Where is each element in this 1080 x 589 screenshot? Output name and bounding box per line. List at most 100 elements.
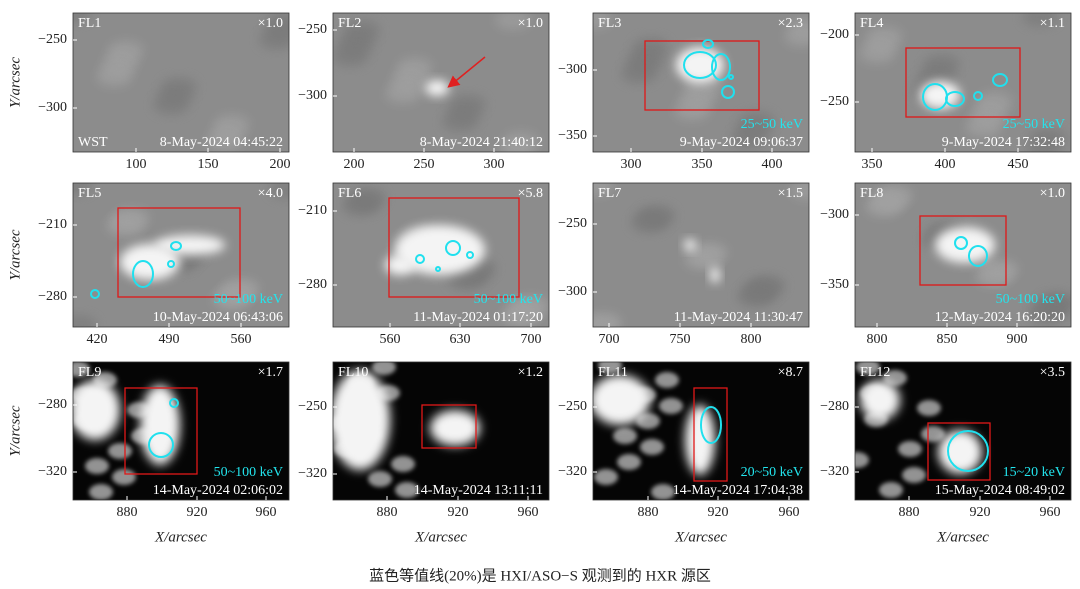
red-box (117, 207, 241, 298)
instrument: WST (78, 135, 108, 150)
timestamp: 14-May-2024 13:11:11 (414, 483, 543, 498)
bright-region (73, 380, 120, 440)
scale-factor: ×2.3 (778, 16, 803, 31)
bright-region (710, 267, 720, 283)
texture (731, 129, 767, 149)
x-tick-label: 960 (1040, 505, 1061, 520)
y-tick-label: −320 (558, 464, 587, 479)
texture (865, 197, 901, 217)
texture (593, 183, 614, 196)
texture (1026, 137, 1062, 152)
y-tick-label: −300 (298, 88, 327, 103)
texture (442, 112, 478, 132)
red-box (421, 404, 477, 449)
bright-region (920, 81, 960, 109)
y-tick-label: −250 (298, 399, 327, 414)
texture (73, 362, 90, 377)
bright-region (430, 410, 480, 446)
x-tick-label: 880 (117, 505, 138, 520)
y-tick-label: −250 (298, 22, 327, 37)
hxr-contour (148, 432, 174, 458)
bright-region (425, 80, 449, 96)
texture (674, 101, 710, 121)
frame (854, 182, 1072, 328)
x-tick-label: 920 (708, 505, 729, 520)
texture (855, 452, 869, 468)
x-tick-label: 960 (779, 505, 800, 520)
texture (965, 118, 1001, 138)
frame (854, 361, 1072, 501)
bright-region (938, 430, 982, 474)
timestamp: 11-May-2024 11:30:47 (674, 310, 803, 325)
bright-region (593, 375, 650, 425)
texture (621, 64, 657, 84)
texture (259, 30, 289, 50)
texture (651, 484, 675, 500)
timestamp: 8-May-2024 04:45:22 (160, 135, 283, 150)
image (333, 183, 549, 327)
x-tick-label: 880 (899, 505, 920, 520)
hxr-contour (954, 236, 968, 250)
panel-label: FL3 (598, 16, 621, 31)
panel-label: FL4 (860, 16, 883, 31)
x-axis-title: X/arcsec (154, 529, 207, 545)
panel: FL4 ×1.1 9-May-2024 17:32:48 25~50 keV 350 40… (820, 12, 1072, 172)
frame (592, 12, 810, 153)
texture (73, 183, 93, 195)
texture (1022, 13, 1058, 27)
x-tick-label: 400 (762, 157, 783, 172)
x-tick-label: 350 (692, 157, 713, 172)
bright-region (333, 370, 390, 470)
hxr-contour (415, 254, 425, 264)
image (593, 183, 809, 327)
panel: FL12 ×3.5 15-May-2024 08:49:02 15~20 keV 880… (820, 361, 1072, 545)
timestamp: 9-May-2024 09:06:37 (680, 135, 803, 150)
x-tick-label: 100 (126, 157, 147, 172)
scale-factor: ×1.1 (1040, 16, 1065, 31)
timestamp: 9-May-2024 17:32:48 (942, 135, 1065, 150)
red-box (388, 197, 520, 298)
x-tick-label: 400 (935, 157, 956, 172)
y-tick-label: −250 (820, 94, 849, 109)
texture (593, 13, 612, 29)
texture (631, 213, 667, 233)
x-tick-label: 900 (1007, 332, 1028, 347)
x-tick-label: 920 (448, 505, 469, 520)
y-axis-title: Y/arcsec (7, 229, 23, 280)
panel-label: FL1 (78, 16, 101, 31)
panel: FL5 ×4.0 10-May-2024 06:43:06 50~100 keV 420… (7, 182, 290, 347)
y-tick-label: −210 (38, 217, 67, 232)
panel: FL9 ×1.7 14-May-2024 02:06:02 50~100 keV 880… (7, 361, 290, 545)
frame (72, 361, 290, 501)
y-tick-label: −280 (820, 399, 849, 414)
timestamp: 10-May-2024 06:43:06 (153, 310, 283, 325)
texture (1028, 304, 1064, 324)
y-tick-label: −300 (558, 62, 587, 77)
panel-label: FL10 (338, 365, 368, 380)
texture (975, 267, 1011, 287)
bright-region (120, 244, 180, 280)
red-box (927, 422, 991, 481)
texture (108, 443, 132, 459)
texture (448, 270, 484, 290)
image (73, 183, 289, 327)
panel-label: FL5 (78, 186, 101, 201)
texture (395, 482, 419, 498)
panel-label: FL11 (598, 365, 628, 380)
hxr-contour (435, 266, 441, 272)
arrow (447, 56, 486, 88)
hxr-contour (992, 73, 1008, 87)
y-tick-label: −250 (38, 32, 67, 47)
texture (372, 362, 396, 375)
hxr-contour (721, 85, 735, 99)
texture (898, 441, 922, 457)
hxr-contour (968, 245, 988, 267)
x-tick-label: 800 (867, 332, 888, 347)
hxr-contour (700, 406, 722, 444)
energy-band: 20~50 keV (741, 465, 803, 480)
hxr-contour (90, 289, 100, 299)
image (73, 13, 289, 152)
texture (112, 469, 136, 485)
energy-band: 50~100 keV (474, 292, 543, 307)
